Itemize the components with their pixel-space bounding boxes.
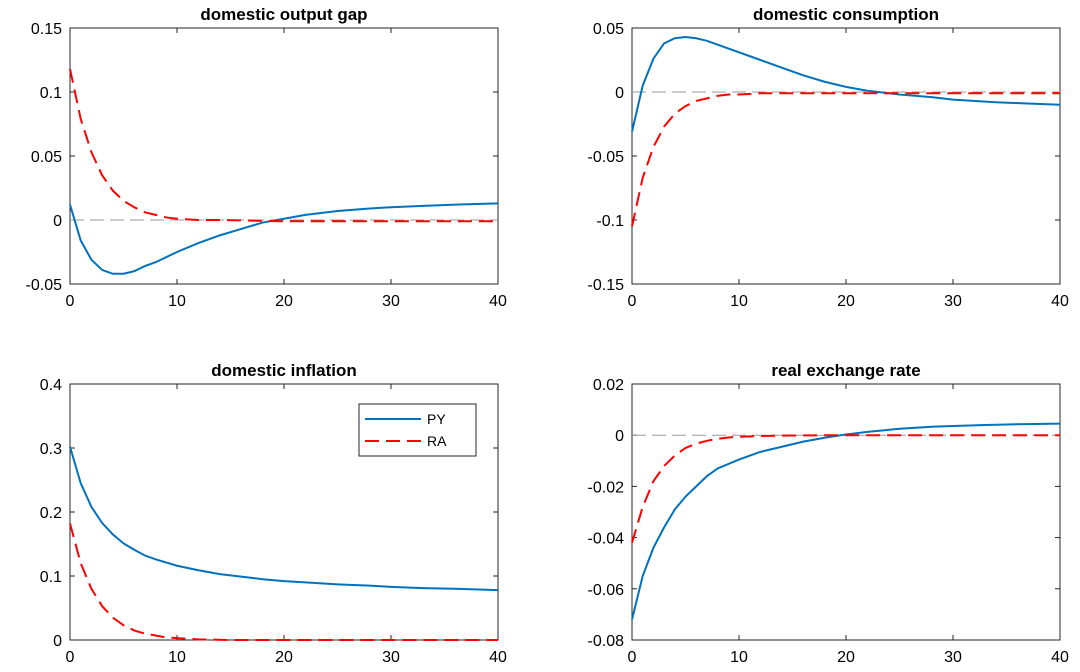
series-line-ra bbox=[69, 523, 498, 641]
panel-real-exchange-rate: real exchange rate 0 10 20 30 40 -0.08 -0.06 -0.… bbox=[588, 361, 1069, 666]
panel-title: domestic inflation bbox=[211, 361, 356, 380]
series-line-py bbox=[631, 35, 1061, 132]
x-tick-label: 0 bbox=[66, 649, 75, 666]
x-tick-label: 40 bbox=[489, 293, 507, 310]
series-line-py bbox=[69, 202, 499, 275]
legend-label-ra: RA bbox=[427, 433, 447, 449]
axes-box bbox=[631, 383, 1061, 641]
legend-label-py: PY bbox=[427, 411, 446, 427]
x-tick-label: 40 bbox=[489, 649, 507, 666]
y-tick-label: 0.3 bbox=[40, 441, 62, 458]
panel-title: domestic output gap bbox=[200, 5, 367, 24]
x-tick-label: 20 bbox=[837, 649, 855, 666]
y-tick-label: -0.05 bbox=[26, 277, 63, 294]
y-tick-label: -0.1 bbox=[596, 213, 624, 230]
panel-title: real exchange rate bbox=[771, 361, 920, 380]
y-tick-label: 0.05 bbox=[31, 149, 62, 166]
x-tick-label: 30 bbox=[944, 293, 962, 310]
panel-title: domestic consumption bbox=[753, 5, 939, 24]
x-tick-label: 20 bbox=[837, 293, 855, 310]
axes-box bbox=[631, 27, 1061, 285]
x-tick-label: 30 bbox=[944, 649, 962, 666]
y-tick-label: 0.2 bbox=[40, 505, 62, 522]
panel-inflation: domestic inflation 0 10 20 30 40 0 0.1 0.2 0.3 0.4… bbox=[40, 361, 507, 666]
x-tick-label: 0 bbox=[628, 649, 637, 666]
y-tick-label: 0.1 bbox=[40, 569, 62, 586]
x-tick-label: 0 bbox=[628, 293, 637, 310]
y-tick-label: 0.15 bbox=[31, 21, 62, 38]
series-line-ra bbox=[631, 92, 1060, 227]
y-tick-label: -0.05 bbox=[588, 149, 625, 166]
legend-box bbox=[358, 403, 477, 457]
y-tick-label: -0.02 bbox=[588, 479, 625, 496]
y-tick-label: 0 bbox=[53, 633, 62, 650]
legend: PY RA bbox=[358, 403, 477, 457]
y-tick-label: -0.04 bbox=[588, 531, 625, 548]
x-tick-label: 10 bbox=[168, 649, 186, 666]
y-tick-label: -0.08 bbox=[588, 633, 625, 650]
x-tick-label: 0 bbox=[66, 293, 75, 310]
y-tick-label: 0.02 bbox=[593, 377, 624, 394]
y-tick-label: 0 bbox=[53, 213, 62, 230]
x-tick-label: 40 bbox=[1051, 649, 1069, 666]
x-tick-label: 10 bbox=[730, 649, 748, 666]
x-tick-label: 40 bbox=[1051, 293, 1069, 310]
y-tick-label: 0.05 bbox=[593, 21, 624, 38]
x-tick-label: 20 bbox=[275, 293, 293, 310]
y-tick-label: 0 bbox=[615, 428, 624, 445]
axes-box bbox=[69, 27, 499, 285]
x-tick-label: 10 bbox=[168, 293, 186, 310]
x-tick-label: 20 bbox=[275, 649, 293, 666]
series-line-ra bbox=[631, 434, 1060, 544]
series-line-ra bbox=[69, 68, 498, 223]
x-tick-label: 30 bbox=[382, 649, 400, 666]
x-tick-label: 10 bbox=[730, 293, 748, 310]
y-tick-label: -0.06 bbox=[588, 582, 625, 599]
series-line-py bbox=[631, 422, 1061, 620]
x-tick-label: 30 bbox=[382, 293, 400, 310]
y-tick-label: 0.4 bbox=[40, 377, 62, 394]
y-tick-label: 0 bbox=[615, 85, 624, 102]
panel-consumption: domestic consumption 0 10 20 30 40 -0.15 -0.1 -0… bbox=[588, 5, 1069, 310]
series-line-py bbox=[69, 446, 499, 592]
y-tick-label: -0.15 bbox=[588, 277, 625, 294]
y-tick-label: 0.1 bbox=[40, 85, 62, 102]
